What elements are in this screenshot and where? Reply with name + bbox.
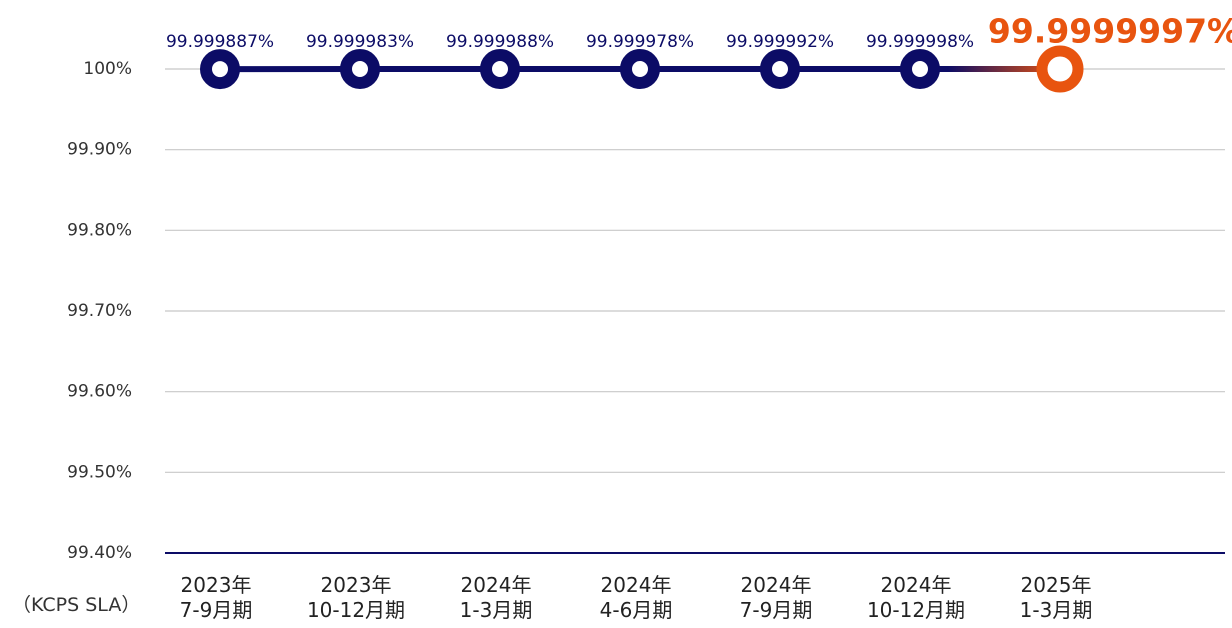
point <box>760 49 800 90</box>
point <box>480 49 520 90</box>
x-tick-label: 2024年 10-12月期 <box>866 573 966 622</box>
y-tick-label: 100% <box>83 59 132 79</box>
x-tick-label: 2024年 7-9月期 <box>739 573 813 622</box>
value-label: 99.9999997% <box>988 12 1232 51</box>
x-tick-label: 2025年 1-3月期 <box>1019 573 1093 622</box>
point <box>900 49 940 90</box>
y-axis-label: （KCPS SLA） <box>12 594 141 616</box>
y-tick-label: 99.90% <box>67 140 132 160</box>
x-tick-label: 2024年 1-3月期 <box>459 573 533 622</box>
value-label: 99.999887% <box>166 32 274 52</box>
value-label: 99.999998% <box>866 32 974 52</box>
x-tick-label: 2023年 7-9月期 <box>179 573 253 622</box>
point <box>1036 45 1084 93</box>
y-tick-label: 99.50% <box>67 462 132 482</box>
x-tick-label: 2023年 10-12月期 <box>306 573 406 622</box>
y-tick-label: 99.60% <box>67 382 132 402</box>
y-tick-label: 99.70% <box>67 301 132 321</box>
point <box>200 49 240 90</box>
point <box>620 49 660 90</box>
y-tick-label: 99.80% <box>67 220 132 240</box>
value-label: 99.999988% <box>446 32 554 52</box>
value-label: 99.999992% <box>726 32 834 52</box>
value-label: 99.999978% <box>586 32 694 52</box>
x-tick-label: 2024年 4-6月期 <box>599 573 673 622</box>
value-label: 99.999983% <box>306 32 414 52</box>
point <box>340 49 380 90</box>
y-tick-label: 99.40% <box>67 543 132 563</box>
